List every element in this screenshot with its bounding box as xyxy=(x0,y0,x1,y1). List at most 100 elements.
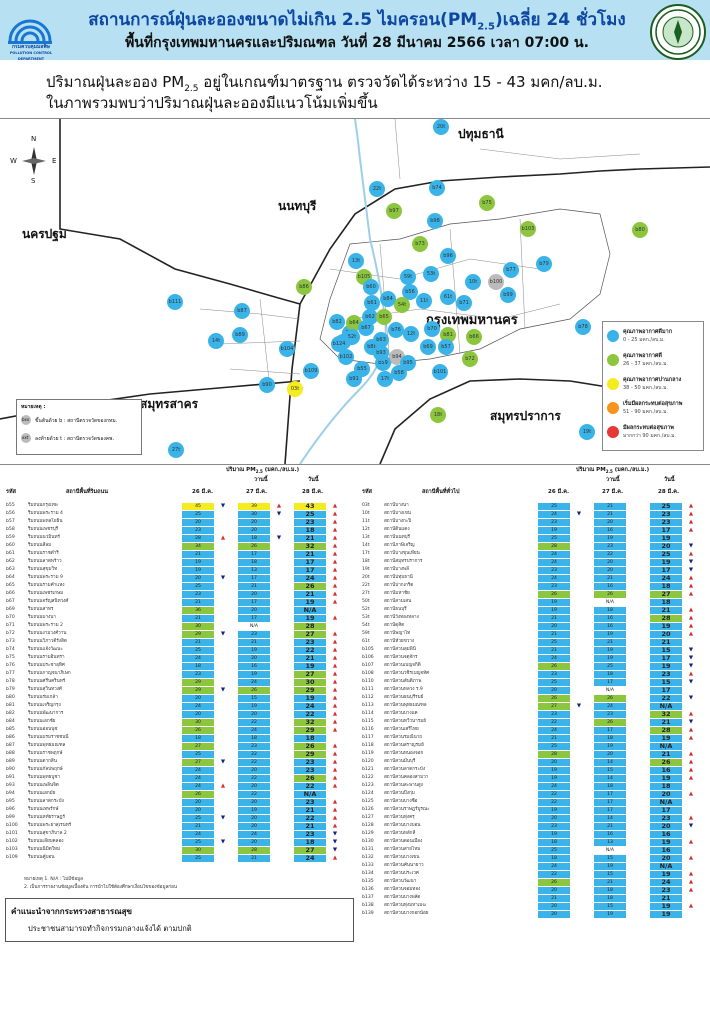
pm25-value: 29 xyxy=(182,631,214,638)
pm25-value: N/A xyxy=(294,607,326,614)
trend-down-icon: ▼ xyxy=(688,719,694,725)
station-name: สถานีสวนเบญจกิติ xyxy=(384,663,421,668)
table-row: b87 ริมถนนพุทธมณฑล 27 23 26 ▲ xyxy=(6,742,346,750)
trend-up-icon: ▲ xyxy=(332,815,338,821)
station-name: ริมถนนราชพฤกษ์ xyxy=(28,751,63,756)
trend-up-icon: ▲ xyxy=(688,839,694,845)
pm25-value: 23 xyxy=(294,799,326,806)
trend-down-icon: ▼ xyxy=(276,535,282,541)
pm25-value: 24 xyxy=(538,863,570,870)
station-name: ริมถนนพระราม 4 xyxy=(28,511,63,516)
pm25-value: 21 xyxy=(182,551,214,558)
station-name: ริมถนนพระราม 2 xyxy=(28,623,63,628)
station-code: b56 xyxy=(6,511,15,516)
pm25-value: 19 xyxy=(594,647,626,654)
pm25-value: 19 xyxy=(594,631,626,638)
pm25-value: 19 xyxy=(182,567,214,574)
pm25-value: 28 xyxy=(538,543,570,550)
pm25-value: 27 xyxy=(650,591,682,598)
station-code: b66 xyxy=(6,591,15,596)
station-marker: 13t xyxy=(348,253,364,269)
trend-up-icon: ▲ xyxy=(220,535,226,541)
table-row: b76 ริมถนนประชาอุทิศ 18 16 19 ▲ xyxy=(6,662,346,670)
station-marker: 59t xyxy=(400,269,416,285)
station-marker: b73 xyxy=(412,236,428,252)
table-row: b109 ริมถนนคู้บอน 25 21 24 ▲ xyxy=(6,854,346,862)
pm25-value: 23 xyxy=(294,767,326,774)
station-name: ริมถนนรามคำแหง xyxy=(28,583,65,588)
trend-up-icon: ▲ xyxy=(332,759,338,765)
pm25-value: 18 xyxy=(182,663,214,670)
station-code: 54t xyxy=(362,623,370,628)
pm25-value: 16 xyxy=(594,615,626,622)
station-name: ริมถนนนวมินทร์ xyxy=(28,535,60,540)
station-code: 10t xyxy=(362,511,370,516)
pm25-value: 14 xyxy=(594,815,626,822)
pm25-value: 25 xyxy=(182,815,214,822)
pm25-value: 24 xyxy=(294,703,326,710)
table-row: b56 ริมถนนพระราม 4 25 30 ▼ 25 ▲ xyxy=(6,510,346,518)
station-marker: b66 xyxy=(466,329,482,345)
station-marker: 52t xyxy=(344,329,360,345)
station-marker: b89 xyxy=(232,327,248,343)
table-row: 27t สถานีมหาชัย 26 26 27 ▲ xyxy=(362,590,702,598)
station-marker: b90 xyxy=(259,377,275,393)
pm25-value: 21 xyxy=(538,895,570,902)
table-row: 22t สถานีปากเกร็ด 23 16 18 ▲ xyxy=(362,582,702,590)
pm25-value: 18 xyxy=(182,735,214,742)
station-code: b82 xyxy=(6,711,15,716)
trend-up-icon: ▲ xyxy=(332,615,338,621)
pm25-value: 20 xyxy=(594,559,626,566)
pm25-value: 34 xyxy=(182,543,214,550)
trend-up-icon: ▲ xyxy=(332,527,338,533)
trend-up-icon: ▲ xyxy=(332,823,338,829)
table-row: b108 สถานีสวนวชิรเบญจทัศ 23 18 23 ▲ xyxy=(362,670,702,678)
pm25-value: 20 xyxy=(538,887,570,894)
legend-label: เริ่มมีผลกระทบต่อสุขภาพ xyxy=(623,401,683,407)
pm25-value: N/A xyxy=(605,848,615,853)
station-code: b125 xyxy=(362,799,374,804)
pm25-value: 17 xyxy=(594,791,626,798)
station-code: 03t xyxy=(362,503,370,508)
table-row: b129 สถานีสวนหลักสี่ 19 16 16 xyxy=(362,830,702,838)
station-name: ริมถนนสุขาภิบาล 2 xyxy=(28,831,67,836)
pm25-value: 21 xyxy=(650,751,682,758)
pm25-value: 25 xyxy=(294,511,326,518)
pm25-value: 22 xyxy=(294,783,326,790)
table-row: b123 สถานีสวนสะพานสูง 24 18 18 xyxy=(362,782,702,790)
table-row: 11t สถานีบางกะปิ 23 20 23 ▲ xyxy=(362,518,702,526)
station-name: ริมถนนลาดพร้าว xyxy=(28,559,62,564)
pm25-value: 19 xyxy=(238,671,270,678)
trend-up-icon: ▲ xyxy=(332,543,338,549)
pm25-value: 24 xyxy=(538,655,570,662)
note-marker xyxy=(21,415,31,425)
table-rows: 03t สถานีบางนา 25 21 25 ▲ 10t สถานีบางเขน 24 ▼ 21 2… xyxy=(362,502,702,918)
trend-down-icon: ▼ xyxy=(688,655,694,661)
pm25-value: 27 xyxy=(294,847,326,854)
station-marker: b57 xyxy=(438,339,454,355)
pm25-value: 21 xyxy=(238,639,270,646)
station-marker: b84 xyxy=(380,291,396,307)
pm25-value: 30 xyxy=(182,719,214,726)
trend-up-icon: ▲ xyxy=(332,599,338,605)
station-code: b115 xyxy=(362,719,374,724)
station-marker: b95 xyxy=(400,355,416,371)
station-name: สถานีสวนหลักสี่ xyxy=(384,831,416,836)
station-code: b89 xyxy=(6,759,15,764)
station-code: b111 xyxy=(362,687,374,692)
station-marker: b75 xyxy=(479,195,495,211)
pm25-value: N/A xyxy=(650,703,682,710)
pm25-value: 19 xyxy=(294,695,326,702)
pm25-value: 18 xyxy=(594,887,626,894)
table-row: b135 สถานีสวนวัฒนา 26 21 24 ▲ xyxy=(362,878,702,886)
compass-icon xyxy=(22,147,46,175)
pm25-value: 19 xyxy=(238,703,270,710)
pm25-value: 25 xyxy=(182,511,214,518)
station-code: b99 xyxy=(6,815,15,820)
station-marker: b61 xyxy=(364,295,380,311)
table-row: b121 สถานีสวนลาดกระบัง 19 15 16 ▲ xyxy=(362,766,702,774)
station-marker: b69 xyxy=(420,339,436,355)
pm25-value: 20 xyxy=(238,815,270,822)
table-row: b106 สถานีสวนจตุจักร 24 19 17 ▼ xyxy=(362,654,702,662)
trend-down-icon: ▼ xyxy=(332,847,338,853)
